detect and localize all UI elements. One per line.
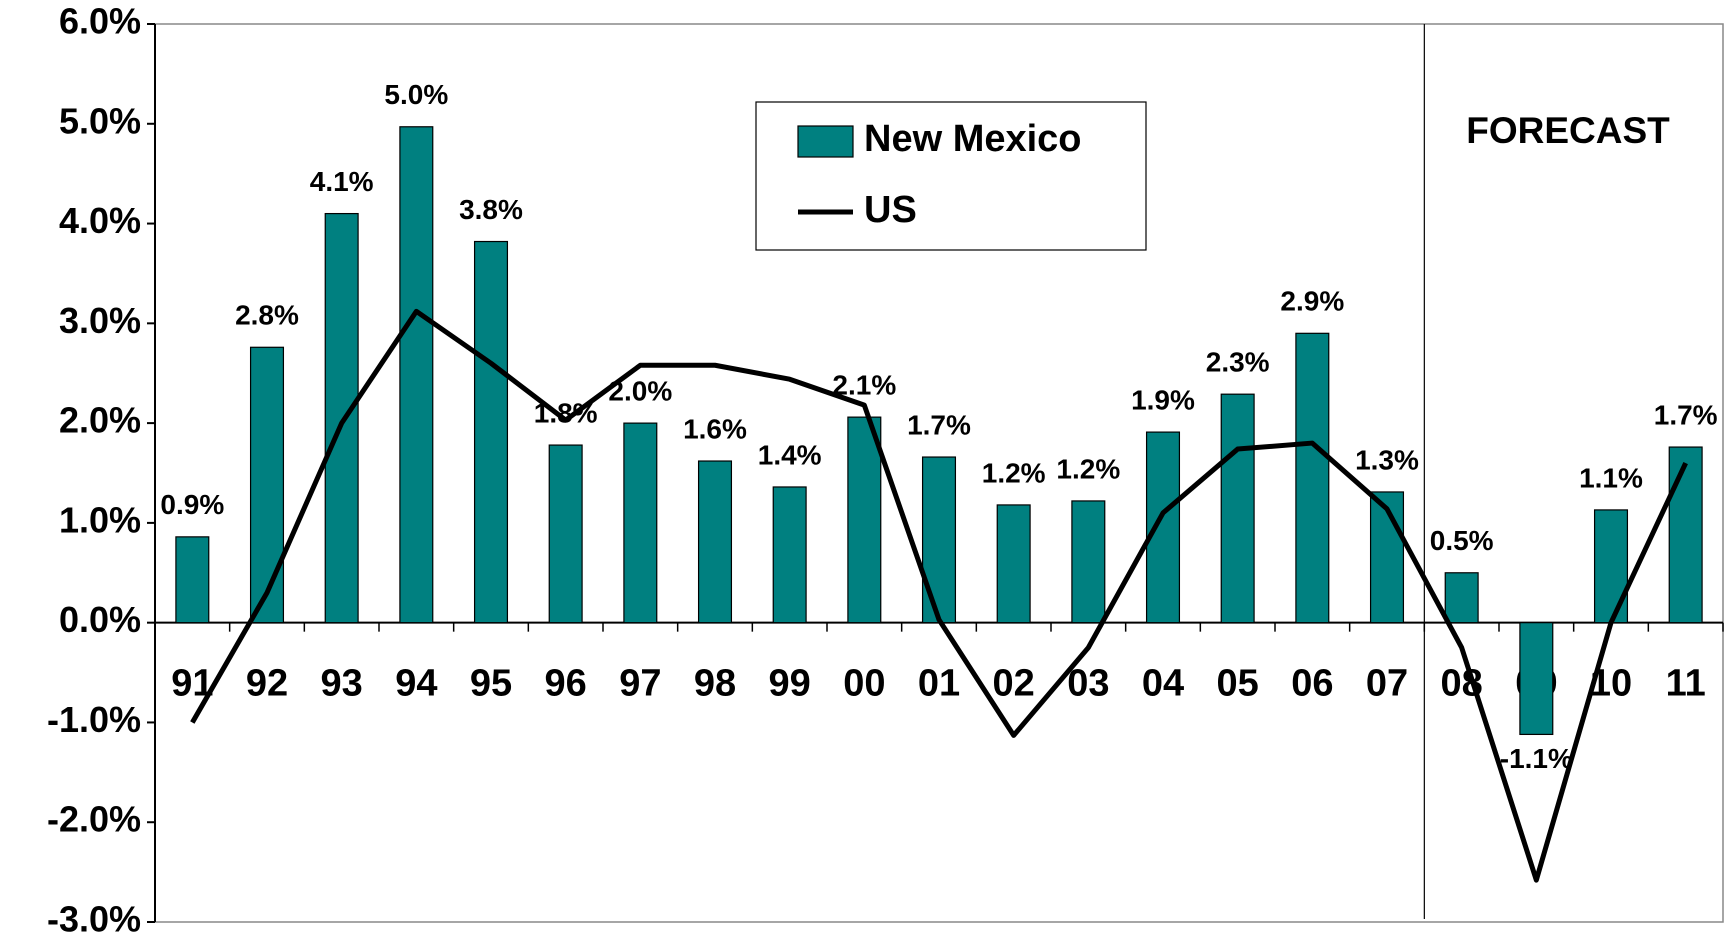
x-tick-label: 05 <box>1217 663 1259 705</box>
bar <box>697 460 733 624</box>
data-label: 2.3% <box>1206 347 1270 378</box>
bar <box>1145 431 1181 624</box>
bar <box>847 416 882 624</box>
bar <box>772 486 807 624</box>
y-tick-label: 0.0% <box>59 599 141 640</box>
bar <box>1593 509 1629 624</box>
x-tick-label: 97 <box>619 663 661 705</box>
y-tick-label: 1.0% <box>59 499 141 540</box>
bar <box>473 240 509 624</box>
data-label: 1.2% <box>982 457 1046 488</box>
data-label: 1.4% <box>758 439 822 470</box>
y-tick-label: -1.0% <box>47 699 141 740</box>
data-label: 5.0% <box>384 79 448 110</box>
x-tick-label: 95 <box>470 663 512 705</box>
data-label: 1.1% <box>1579 462 1643 493</box>
bar <box>548 444 583 624</box>
x-tick-label: 92 <box>246 663 288 705</box>
bar <box>1668 446 1703 624</box>
data-label: 1.2% <box>1056 453 1120 484</box>
data-label: 1.7% <box>1654 399 1718 430</box>
legend-label: US <box>864 189 917 231</box>
line <box>190 308 1688 883</box>
x-tick-label: 02 <box>993 663 1035 705</box>
bar <box>249 346 285 624</box>
y-tick-label: -2.0% <box>47 799 141 840</box>
x-tick-label: 06 <box>1291 663 1333 705</box>
bar <box>1519 622 1554 736</box>
data-label: 1.9% <box>1131 384 1195 415</box>
x-tick-label: 96 <box>545 663 587 705</box>
data-label: 1.6% <box>683 413 747 444</box>
bar <box>175 536 210 624</box>
data-label: 1.3% <box>1355 444 1419 475</box>
x-tick-label: 11 <box>1666 663 1706 705</box>
data-label: -1.1% <box>1500 743 1573 774</box>
x-tick-label: 00 <box>843 663 885 705</box>
x-tick-label: 04 <box>1142 663 1184 705</box>
data-label: 0.9% <box>160 489 224 520</box>
data-label: 3.8% <box>459 194 523 225</box>
bar <box>1220 393 1255 624</box>
bar <box>1444 572 1479 624</box>
x-tick-label: 98 <box>694 663 736 705</box>
bar <box>399 126 434 624</box>
y-tick-label: 6.0% <box>59 1 141 42</box>
bar <box>623 422 658 624</box>
data-label: 4.1% <box>310 166 374 197</box>
x-tick-label: 93 <box>321 663 363 705</box>
x-tick-label: 94 <box>395 663 437 705</box>
y-tick-label: -3.0% <box>47 899 141 940</box>
y-tick-label: 5.0% <box>59 100 141 141</box>
forecast-label: FORECAST <box>1466 110 1670 151</box>
bar <box>996 504 1031 624</box>
data-label: 1.7% <box>907 409 971 440</box>
data-label: 0.5% <box>1430 525 1494 556</box>
y-tick-label: 3.0% <box>59 300 141 341</box>
bar <box>1071 500 1106 624</box>
x-tick-label: 07 <box>1366 663 1408 705</box>
y-tick-label: 2.0% <box>59 400 141 441</box>
y-tick-label: 4.0% <box>59 200 141 241</box>
legend-swatch <box>797 125 854 158</box>
bar <box>1295 332 1330 624</box>
bar <box>921 456 957 624</box>
legend-label: New Mexico <box>864 118 1082 160</box>
x-tick-label: 03 <box>1067 663 1109 705</box>
x-tick-label: 99 <box>769 663 811 705</box>
bar <box>324 212 359 624</box>
x-tick-label: 01 <box>918 663 960 705</box>
data-label: 2.9% <box>1280 286 1344 317</box>
data-label: 2.8% <box>235 300 299 331</box>
